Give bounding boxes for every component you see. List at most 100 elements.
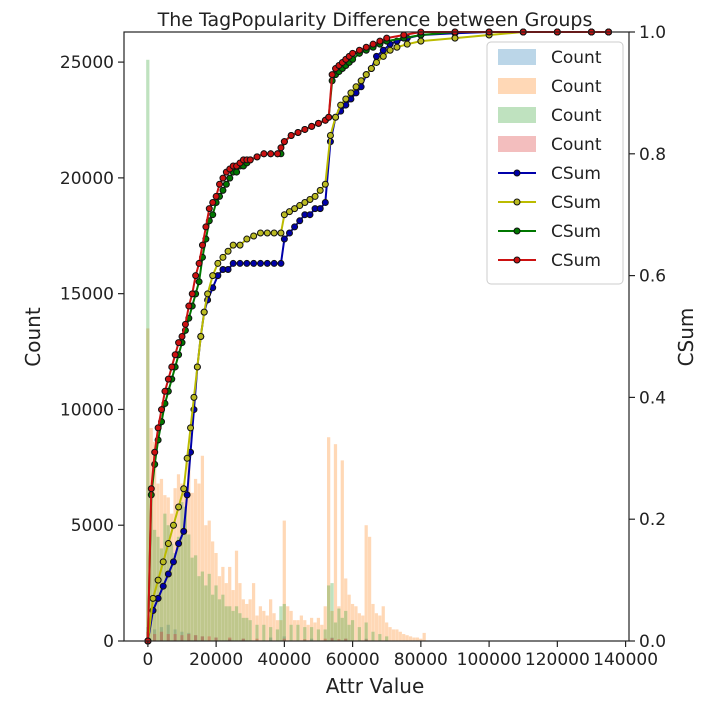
histogram-bar [262, 610, 266, 641]
histogram-bar [371, 603, 375, 641]
histogram-bar [200, 455, 205, 641]
x-tick-label: 0 [142, 650, 153, 670]
csum-point [294, 128, 302, 136]
histogram-bar [309, 617, 314, 641]
histogram-bars [146, 59, 426, 642]
csum-point [316, 205, 324, 213]
legend-marker [513, 169, 521, 177]
histogram-bar [282, 638, 286, 641]
csum-point [277, 259, 285, 267]
histogram-bar [279, 620, 283, 641]
histogram-bar [180, 483, 184, 641]
csum-point [209, 199, 217, 207]
histogram-bar [330, 637, 334, 641]
csum-point [224, 247, 232, 255]
histogram-bar [309, 638, 314, 641]
csum-point [192, 272, 200, 280]
histogram-bar [381, 606, 385, 641]
histogram-bar [221, 566, 225, 641]
csum-point [224, 266, 232, 274]
histogram-bar [262, 624, 266, 641]
histogram-bar [241, 617, 245, 641]
histogram-bar [241, 599, 245, 641]
x-tick-label: 20000 [189, 650, 243, 670]
histogram-bar [289, 624, 293, 641]
csum-point [154, 424, 162, 432]
csum-point [190, 393, 198, 401]
csum-point [277, 229, 285, 237]
csum-point [355, 46, 363, 54]
histogram-bar [234, 606, 239, 641]
histogram-bar [207, 573, 211, 641]
histogram-bar [340, 617, 344, 641]
x-tick-label: 80000 [394, 650, 448, 670]
histogram-bar [159, 631, 164, 641]
csum-point [229, 259, 237, 267]
csum-point [183, 454, 191, 462]
legend-label: Count [551, 135, 602, 155]
csum-point [393, 43, 401, 51]
csum-point [280, 138, 288, 146]
csum-point [291, 223, 299, 231]
histogram-bar [316, 617, 321, 641]
histogram-bar [337, 639, 341, 641]
csum-point [236, 241, 244, 249]
csum-point [187, 424, 195, 432]
histogram-bar [248, 620, 252, 641]
histogram-bar [269, 627, 273, 641]
histogram-bar [361, 615, 365, 641]
histogram-bar [187, 462, 191, 641]
histogram-bar [187, 534, 191, 641]
histogram-bar [255, 624, 259, 641]
csum-point [204, 290, 212, 298]
histogram-bar [238, 613, 242, 641]
histogram-bar [153, 634, 157, 641]
histogram-bar [367, 536, 372, 641]
histogram-bar [330, 638, 334, 641]
histogram-bar [214, 637, 218, 641]
histogram-bar [173, 634, 177, 641]
histogram-bar [364, 622, 368, 641]
csum-point [256, 259, 264, 267]
histogram-bar [231, 610, 235, 641]
csum-point [326, 132, 334, 140]
y-tick-label: 10000 [60, 400, 114, 420]
histogram-bar [211, 541, 215, 641]
histogram-bar [200, 636, 205, 641]
csum-point [205, 205, 213, 213]
histogram-bar [163, 513, 167, 641]
csum-point [321, 180, 329, 188]
histogram-bar [347, 624, 351, 641]
csum-point [306, 211, 314, 219]
x-tick-label: 140000 [593, 650, 658, 670]
histogram-bar [190, 492, 194, 641]
histogram-bar [228, 637, 232, 641]
histogram-bar [153, 629, 157, 641]
legend-marker [513, 227, 521, 235]
histogram-bar [408, 636, 413, 641]
csum-point [347, 89, 355, 97]
csum-line [146, 31, 609, 642]
histogram-bar [327, 585, 331, 641]
histogram-bar [241, 638, 245, 641]
y2-tick-label: 0.8 [639, 145, 666, 165]
csum-lines [144, 28, 613, 645]
histogram-bar [153, 441, 157, 641]
csum-point [403, 40, 411, 48]
histogram-bar [323, 629, 327, 641]
legend-box [486, 41, 624, 285]
histogram-bar [269, 637, 273, 641]
csum-point [314, 119, 322, 127]
histogram-bar [197, 483, 201, 641]
csum-point [169, 558, 177, 566]
csum-point [195, 278, 203, 286]
csum-point [256, 229, 264, 237]
histogram-bar [204, 525, 208, 641]
histogram-bar [316, 629, 321, 641]
histogram-bar [166, 634, 170, 641]
csum-point [180, 527, 188, 535]
csum-point [168, 363, 176, 371]
y-tick-label: 15000 [60, 285, 114, 305]
histogram-bar [214, 553, 218, 641]
y2-tick-label: 0.4 [639, 388, 666, 408]
